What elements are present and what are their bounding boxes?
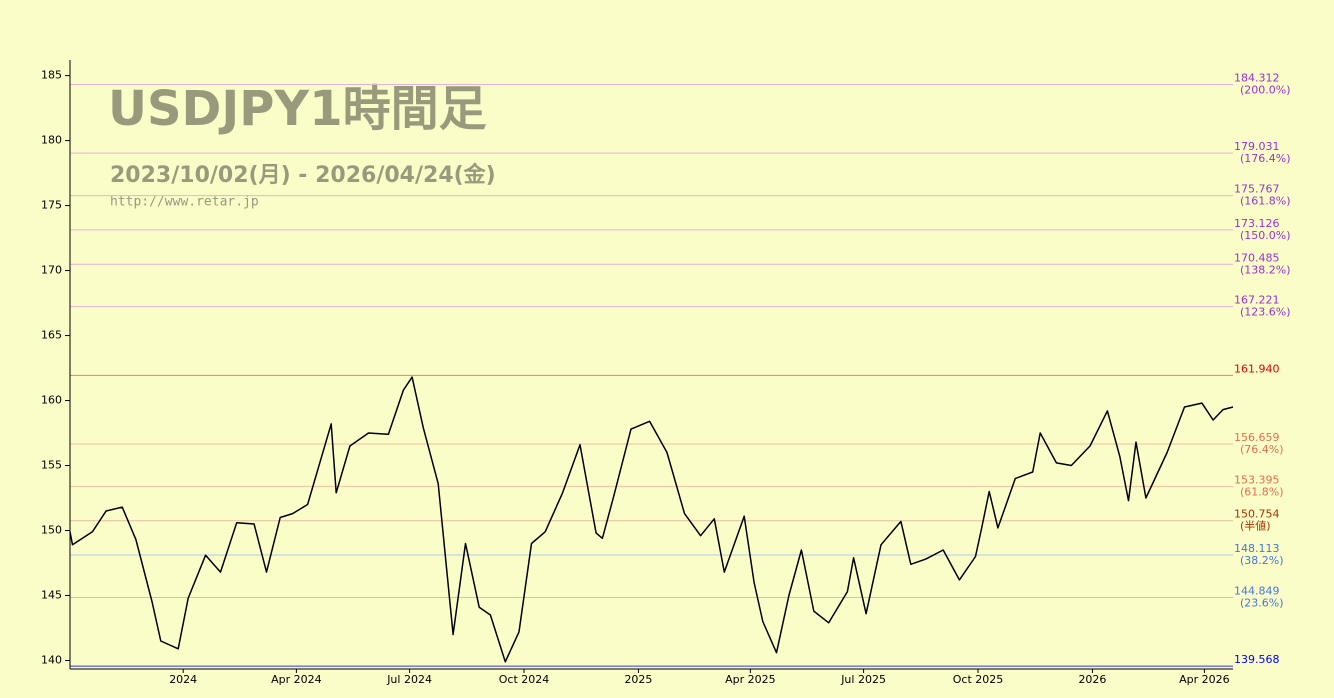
level-price: 175.767	[1234, 183, 1280, 196]
level-ratio: (150.0%)	[1240, 229, 1291, 242]
y-tick-label: 140	[41, 654, 62, 667]
level-ratio: (176.4%)	[1240, 152, 1291, 165]
level-ratio: (138.2%)	[1240, 263, 1291, 276]
level-price: 170.485	[1234, 251, 1280, 264]
level-ratio: (61.8%)	[1240, 485, 1284, 498]
x-tick-label: Oct 2024	[499, 673, 550, 686]
price-line	[69, 376, 1234, 663]
level-price: 167.221	[1234, 294, 1280, 307]
level-ratio: (76.4%)	[1240, 443, 1284, 456]
watermark-source: http://www.retar.jp	[110, 195, 259, 210]
x-tick-label: Jul 2025	[840, 673, 886, 686]
y-tick-label: 175	[41, 199, 62, 212]
y-tick-label: 185	[41, 69, 62, 82]
y-tick-label: 150	[41, 524, 62, 537]
watermark-subtitle: 2023/10/02(月) - 2026/04/24(金)	[110, 162, 496, 188]
level-price: 179.031	[1234, 140, 1280, 153]
level-ratio: (38.2%)	[1240, 554, 1284, 567]
x-tick-label: Apr 2026	[1179, 673, 1230, 686]
y-tick-label: 180	[41, 134, 62, 147]
y-tick-label: 170	[41, 264, 62, 277]
level-price: 156.659	[1234, 431, 1280, 444]
level-ratio: (23.6%)	[1240, 596, 1284, 609]
x-tick-label: Apr 2024	[271, 673, 322, 686]
y-tick-label: 155	[41, 459, 62, 472]
y-tick-label: 165	[41, 329, 62, 342]
x-tick-label: 2024	[169, 673, 197, 686]
x-tick-label: Jul 2024	[386, 673, 432, 686]
level-ratio: (123.6%)	[1240, 306, 1291, 319]
level-price: 161.940	[1234, 362, 1280, 375]
level-price: 144.849	[1234, 584, 1280, 597]
level-price: 153.395	[1234, 473, 1280, 486]
level-ratio: (161.8%)	[1240, 195, 1291, 208]
x-tick-label: 2025	[624, 673, 652, 686]
level-price: 173.126	[1234, 217, 1280, 230]
y-tick-label: 145	[41, 589, 62, 602]
level-ratio: (半値)	[1240, 519, 1271, 533]
level-ratio: (200.0%)	[1240, 84, 1291, 97]
x-tick-label: Oct 2025	[953, 673, 1004, 686]
x-tick-label: Apr 2025	[725, 673, 776, 686]
level-price: 139.568	[1234, 653, 1280, 666]
level-price: 184.312	[1234, 72, 1280, 85]
watermark-title: USDJPY1時間足	[108, 81, 487, 137]
level-price: 150.754	[1234, 508, 1280, 521]
x-tick-label: 2026	[1078, 673, 1106, 686]
y-tick-label: 160	[41, 394, 62, 407]
level-price: 148.113	[1234, 542, 1280, 555]
